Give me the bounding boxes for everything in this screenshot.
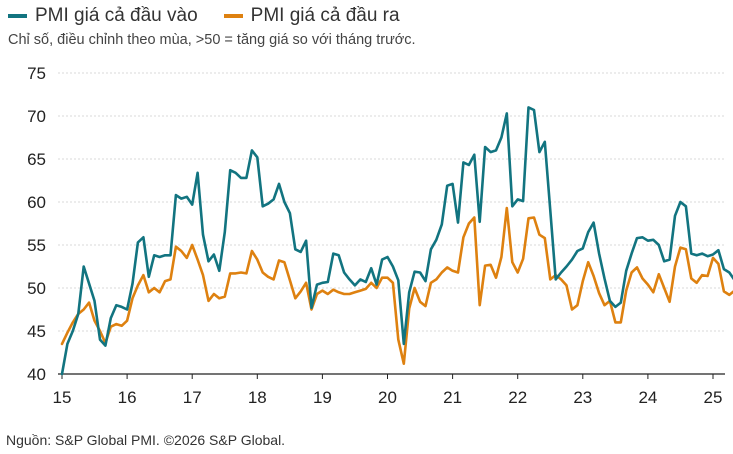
x-tick-label-20: 20: [378, 388, 397, 407]
x-axis: 151617181920212223242526: [53, 373, 725, 407]
x-tick-label-23: 23: [573, 388, 592, 407]
series-lines: [60, 106, 733, 376]
y-tick-label-55: 55: [27, 236, 46, 255]
x-tick-label-16: 16: [118, 388, 137, 407]
x-tick-label-15: 15: [53, 388, 72, 407]
legend: PMI giá cả đầu vào PMI giá cả đầu ra: [8, 4, 400, 28]
y-tick-label-70: 70: [27, 107, 46, 126]
legend-item-input: PMI giá cả đầu vào: [8, 5, 198, 27]
gridlines: [58, 72, 725, 332]
y-tick-label-40: 40: [27, 365, 46, 384]
y-tick-label-45: 45: [27, 322, 46, 341]
legend-label-output: PMI giá cả đầu ra: [250, 5, 400, 26]
y-tick-label-60: 60: [27, 193, 46, 212]
y-axis-ticks: 40 45 50 55 60 65 70 75: [27, 64, 46, 384]
y-tick-label-75: 75: [27, 64, 46, 83]
source-note: Nguồn: S&P Global PMI. ©2026 S&P Global.: [6, 432, 286, 448]
x-tick-label-25: 25: [704, 388, 723, 407]
legend-swatch-output: [223, 14, 243, 18]
series-line-input: [60, 106, 733, 376]
x-tick-label-17: 17: [183, 388, 202, 407]
legend-swatch-input: [8, 14, 27, 18]
chart-subtitle: Chỉ số, điều chỉnh theo mùa, >50 = tăng …: [8, 32, 416, 48]
series-line-output: [60, 206, 733, 366]
x-tick-label-19: 19: [313, 388, 332, 407]
x-tick-label-24: 24: [638, 388, 657, 407]
legend-label-input: PMI giá cả đầu vào: [35, 5, 198, 26]
y-tick-label-50: 50: [27, 279, 46, 298]
y-tick-label-65: 65: [27, 150, 46, 169]
x-tick-label-22: 22: [508, 388, 527, 407]
x-tick-label-21: 21: [443, 388, 462, 407]
x-tick-label-18: 18: [248, 388, 267, 407]
legend-item-output: PMI giá cả đầu ra: [223, 5, 400, 27]
